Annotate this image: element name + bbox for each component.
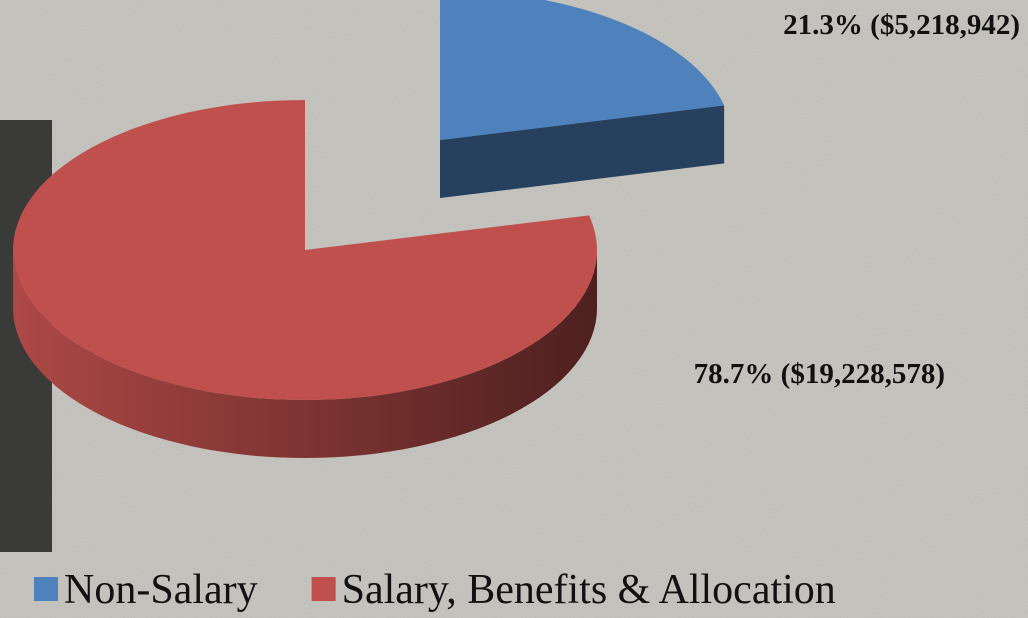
slice-cut-shade [440,105,725,198]
legend-swatch [311,577,336,601]
legend-label: Non-Salary [64,567,258,613]
value-label: 21.3% ($5,218,942) [783,9,1020,41]
legend-swatch [34,577,58,601]
legend-label: Salary, Benefits & Allocation [342,567,836,613]
slice [440,0,725,140]
slice [12,99,597,400]
slice-side-shade [13,250,597,458]
value-label: 78.7% ($19,228,578) [694,358,945,390]
pie: 78.7% ($19,228,578) 21.3% ($5,218,942) [12,0,1020,458]
legend: Non-Salary Salary, Benefits & Allocation [34,567,836,613]
